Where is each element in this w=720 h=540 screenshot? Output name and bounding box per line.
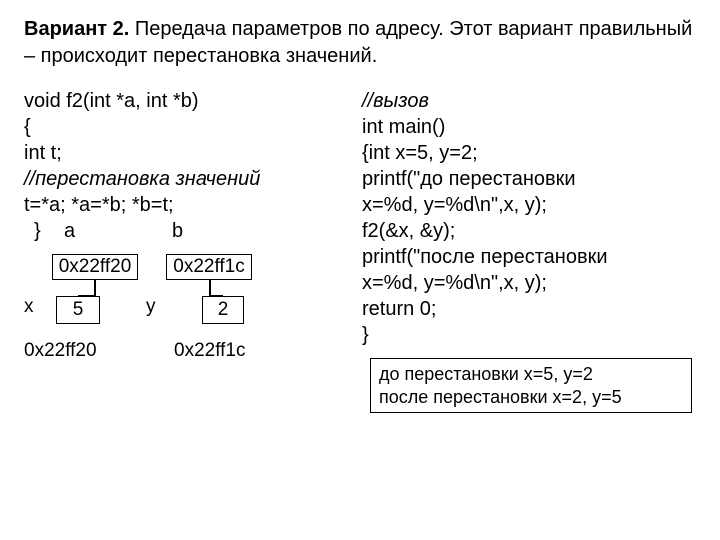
addr-b-text: 0x22ff1c: [173, 256, 244, 278]
code-line: t=*a; *a=*b; *b=t;: [24, 192, 354, 218]
val-x: 5: [73, 299, 84, 321]
addr-x-below: 0x22ff20: [24, 340, 97, 362]
box-addr-a: 0x22ff20: [52, 254, 138, 280]
line-a-down: [94, 280, 96, 296]
code-line: int t;: [24, 140, 354, 166]
addr-y-below: 0x22ff1c: [174, 340, 245, 362]
code-line: x=%d, y=%d\n",x, y);: [362, 192, 692, 218]
closing-and-labels: } a b: [34, 218, 354, 244]
output-line: до перестановки x=5, y=2: [379, 363, 683, 386]
close-brace: }: [34, 218, 64, 244]
code-left: void f2(int *a, int *b) { int t; //перес…: [24, 88, 354, 244]
line-a-across: [78, 295, 95, 297]
output-line: после перестановки x=2, y=5: [379, 386, 683, 409]
code-line: {int x=5, y=2;: [362, 140, 692, 166]
code-line: printf("после перестановки: [362, 244, 692, 270]
code-line: printf("до перестановки: [362, 166, 692, 192]
code-line: x=%d, y=%d\n",x, y);: [362, 270, 692, 296]
box-addr-b: 0x22ff1c: [166, 254, 252, 280]
code-comment: //вызов: [362, 88, 692, 114]
label-b: b: [172, 218, 183, 244]
code-line: return 0;: [362, 296, 692, 322]
box-val-x: 5: [56, 296, 100, 324]
output-box: до перестановки x=5, y=2 после перестано…: [370, 358, 692, 413]
code-line: int main(): [362, 114, 692, 140]
heading: Вариант 2. Передача параметров по адресу…: [24, 16, 696, 70]
label-a: a: [64, 218, 172, 244]
memory-diagram: 0x22ff20 0x22ff1c x y 5 2 0x22ff20 0x22f…: [24, 250, 354, 390]
heading-bold: Вариант 2.: [24, 18, 129, 40]
code-right: //вызов int main() {int x=5, y=2; printf…: [362, 88, 692, 348]
code-comment: //перестановка значений: [24, 166, 354, 192]
val-y: 2: [218, 299, 229, 321]
code-line: f2(&x, &y);: [362, 218, 692, 244]
code-line: {: [24, 114, 354, 140]
code-line: void f2(int *a, int *b): [24, 88, 354, 114]
label-x: x: [24, 296, 34, 318]
label-y: y: [146, 296, 156, 318]
code-line: }: [362, 322, 692, 348]
line-b-across: [209, 295, 223, 297]
line-b-down: [209, 280, 211, 296]
addr-a-text: 0x22ff20: [59, 256, 132, 278]
box-val-y: 2: [202, 296, 244, 324]
